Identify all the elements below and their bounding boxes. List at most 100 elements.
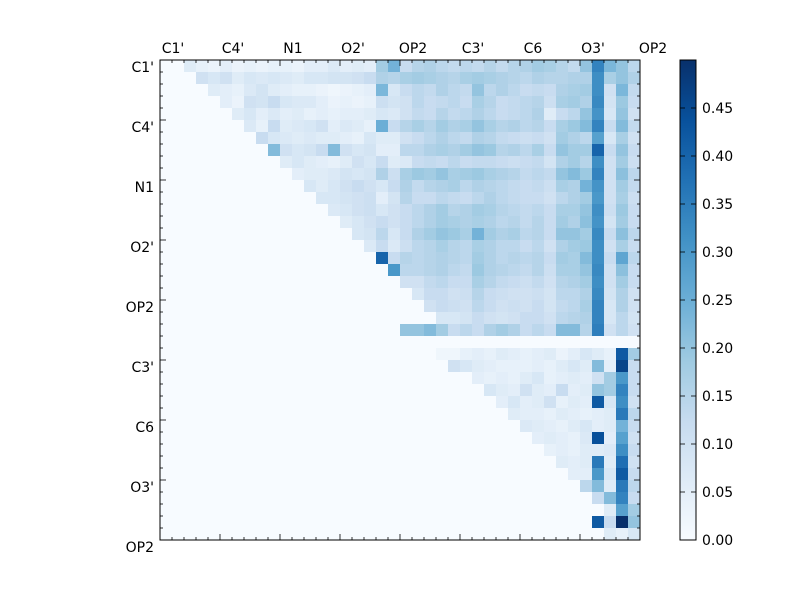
heatmap-cell [508, 228, 521, 241]
heatmap-cell [508, 504, 521, 517]
heatmap-cell [160, 264, 173, 277]
heatmap-cell [424, 228, 437, 241]
heatmap-cell [328, 492, 341, 505]
heatmap-cell [280, 276, 293, 289]
heatmap-cell [328, 168, 341, 181]
heatmap-cell [460, 348, 473, 361]
heatmap-cell [292, 408, 305, 421]
heatmap-cell [532, 300, 545, 313]
heatmap-cell [568, 96, 581, 109]
heatmap-cell [568, 420, 581, 433]
heatmap-cell [364, 264, 377, 277]
heatmap-cell [424, 480, 437, 493]
heatmap-cell [376, 360, 389, 373]
heatmap-cell [352, 324, 365, 337]
heatmap-cell [616, 432, 629, 445]
heatmap-cell [532, 228, 545, 241]
heatmap-cell [472, 108, 485, 121]
heatmap-cell [580, 84, 593, 97]
heatmap-cell [388, 180, 401, 193]
heatmap-cell [616, 168, 629, 181]
heatmap-cell [544, 300, 557, 313]
heatmap-cell [556, 60, 569, 73]
heatmap-cell [520, 360, 533, 373]
heatmap-cell [316, 204, 329, 217]
heatmap-cell [568, 240, 581, 253]
heatmap-cell [160, 420, 173, 433]
heatmap-cell [172, 168, 185, 181]
heatmap-cell [196, 180, 209, 193]
heatmap-cell [292, 516, 305, 529]
heatmap-cell [400, 468, 413, 481]
heatmap-cell [556, 192, 569, 205]
heatmap-cell [484, 156, 497, 169]
heatmap-cell [304, 288, 317, 301]
heatmap-cell [448, 504, 461, 517]
heatmap-cell [268, 528, 281, 541]
heatmap-cell [172, 252, 185, 265]
heatmap-cell [208, 336, 221, 349]
heatmap-cell [220, 252, 233, 265]
heatmap-cell [448, 348, 461, 361]
heatmap-cell [172, 228, 185, 241]
heatmap-cell [592, 312, 605, 325]
heatmap-cell [304, 408, 317, 421]
heatmap-cell [556, 492, 569, 505]
heatmap-cell [268, 516, 281, 529]
heatmap-cell [580, 468, 593, 481]
heatmap-cell [400, 492, 413, 505]
heatmap-cell [424, 72, 437, 85]
heatmap-cell [160, 504, 173, 517]
heatmap-cell [436, 384, 449, 397]
heatmap-cell [328, 180, 341, 193]
heatmap-cell [328, 504, 341, 517]
heatmap-cell [328, 240, 341, 253]
heatmap-cell [448, 480, 461, 493]
heatmap-cell [160, 396, 173, 409]
heatmap-cell [328, 276, 341, 289]
heatmap-cell [184, 504, 197, 517]
heatmap-cell [412, 312, 425, 325]
heatmap-cell [376, 204, 389, 217]
heatmap-cell [628, 168, 641, 181]
heatmap-cell [364, 420, 377, 433]
heatmap-cell [208, 360, 221, 373]
heatmap-cell [304, 516, 317, 529]
heatmap-cell [448, 144, 461, 157]
heatmap-cell [484, 456, 497, 469]
heatmap-cell [628, 528, 641, 541]
heatmap-cell [436, 408, 449, 421]
heatmap-cell [460, 60, 473, 73]
heatmap-cell [556, 120, 569, 133]
heatmap-cell [400, 240, 413, 253]
heatmap-cell [340, 312, 353, 325]
heatmap-cell [220, 264, 233, 277]
heatmap-cell [436, 84, 449, 97]
heatmap-cell [508, 384, 521, 397]
heatmap-cell [232, 312, 245, 325]
heatmap-cell [544, 432, 557, 445]
heatmap-cell [436, 72, 449, 85]
heatmap-cell [520, 84, 533, 97]
heatmap-cell [412, 516, 425, 529]
heatmap-cell [232, 228, 245, 241]
heatmap-cell [232, 288, 245, 301]
colorbar-tick-label: 0.00 [702, 533, 733, 549]
heatmap-cell [460, 252, 473, 265]
heatmap-cell [544, 396, 557, 409]
heatmap-cell [412, 324, 425, 337]
heatmap-cell [520, 204, 533, 217]
heatmap-cell [544, 132, 557, 145]
heatmap-cell [304, 504, 317, 517]
heatmap-cell [424, 504, 437, 517]
heatmap-cell [400, 132, 413, 145]
heatmap-cell [532, 72, 545, 85]
heatmap-cell [172, 84, 185, 97]
heatmap-cell [376, 480, 389, 493]
heatmap-cell [400, 396, 413, 409]
heatmap-cell [292, 108, 305, 121]
colorbar-ticks: 0.000.050.100.150.200.250.300.350.400.45 [680, 101, 733, 549]
heatmap-cell [424, 180, 437, 193]
heatmap-cell [172, 300, 185, 313]
heatmap-cell [280, 504, 293, 517]
